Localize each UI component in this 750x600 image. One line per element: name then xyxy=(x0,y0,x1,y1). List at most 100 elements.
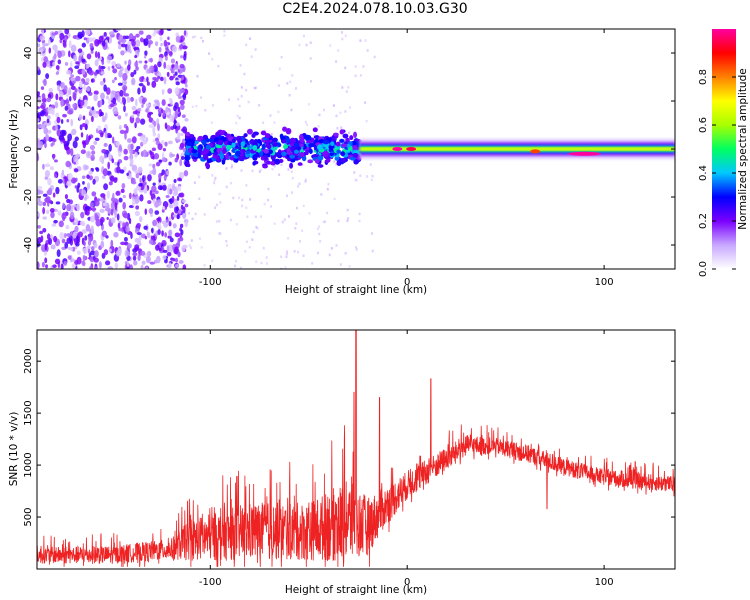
spectrogram-cell xyxy=(197,135,204,141)
spectrogram-cell xyxy=(60,263,64,269)
spectrogram-cell xyxy=(125,125,129,134)
colorbar-tick-label: 0.8 xyxy=(698,69,709,85)
spectrogram-cell xyxy=(351,145,358,150)
spectrogram-cell xyxy=(51,223,56,227)
spectrogram-cell xyxy=(134,169,138,174)
spectrogram-cell xyxy=(354,74,357,78)
spectrogram-cell xyxy=(186,163,191,168)
spectrogram-cell xyxy=(318,232,321,236)
spectrogram-cell xyxy=(294,149,299,154)
spectrogram-cell xyxy=(319,240,322,243)
spectrogram-cell xyxy=(107,161,111,170)
spectrogram-cell xyxy=(114,202,118,210)
spectrogram-cell xyxy=(205,138,210,143)
spectrogram-cell xyxy=(373,55,376,59)
spectrogram-cell xyxy=(110,239,114,248)
spectrogram-cell xyxy=(318,113,321,117)
spectrogram-cell xyxy=(149,57,154,63)
spectrogram-cell xyxy=(86,245,91,250)
snr-ytick-label: 2000 xyxy=(23,348,34,373)
spectrogram-cell xyxy=(266,160,272,165)
spectrogram-cell xyxy=(307,103,310,106)
spectrogram-cell xyxy=(161,230,164,237)
spectrogram-cell xyxy=(168,244,174,253)
spectrogram-cell xyxy=(78,55,82,64)
spectrogram-cell xyxy=(302,204,305,208)
spectrogram-cell xyxy=(335,114,338,118)
spectrogram-cell xyxy=(161,205,166,210)
spectrogram-cell xyxy=(131,105,137,111)
spectrogram-cell xyxy=(126,96,131,103)
spectrogram-cell xyxy=(346,219,349,222)
spectrogram-cell xyxy=(204,162,209,168)
snr-chart: -100 0 100 500 1000 1500 2000 Height of straig… xyxy=(8,329,676,596)
spectrogram-cell xyxy=(84,205,91,211)
spectrogram-cell xyxy=(154,106,159,110)
spectrogram-cell xyxy=(184,221,188,228)
spectrogram-cell xyxy=(245,184,248,187)
spectrogram-cell xyxy=(117,115,122,120)
spectrogram-cell xyxy=(101,60,105,65)
spectrogram-cell xyxy=(211,174,214,177)
spectrogram-cell xyxy=(46,209,50,215)
spectrogram-cell xyxy=(70,247,74,251)
spectrogram-cell xyxy=(94,213,98,218)
spectrogram-cell xyxy=(298,182,301,186)
spectrogram-cell xyxy=(243,133,248,138)
spectrogram-cell xyxy=(166,64,171,70)
spectrogram-cell xyxy=(277,110,280,114)
spectrogram-cell xyxy=(181,199,187,203)
spectrogram-cell xyxy=(90,250,96,256)
spectrogram-cell xyxy=(38,196,41,202)
spectrogram-cell xyxy=(152,219,157,227)
spectrogram-cell xyxy=(85,209,90,216)
spectrogram-cell xyxy=(137,166,143,174)
spectrogram-cell xyxy=(290,145,297,152)
spectrogram-cell xyxy=(134,54,138,59)
colorbar-label: Normalized spectral amplitude xyxy=(737,68,749,229)
spectrogram-cell xyxy=(283,218,286,221)
spectrogram-cell xyxy=(160,42,163,47)
spectrogram-cell xyxy=(41,93,46,100)
spectrogram-cell xyxy=(108,143,112,152)
spectrogram-cell xyxy=(56,249,61,258)
spectrogram-cell xyxy=(141,98,146,105)
spectrogram-cell xyxy=(287,215,290,218)
spectrogram-cell xyxy=(180,55,184,59)
spectrogram-cell xyxy=(79,99,85,106)
spectrogram-cell xyxy=(102,168,108,177)
snr-ytick-label: 1500 xyxy=(23,400,34,425)
spectrogram-cell xyxy=(177,131,181,138)
spectrogram-cell xyxy=(180,75,184,81)
spectrogram-cell xyxy=(154,78,159,82)
spectrogram-cell xyxy=(57,50,62,59)
spectrogram-cell xyxy=(45,134,50,141)
spectrogram-cell xyxy=(64,194,68,200)
spectrogram-cell xyxy=(64,176,67,185)
spectrogram-cell xyxy=(132,252,138,257)
spectrogram-cell xyxy=(258,170,261,173)
spectrogram-cell xyxy=(148,239,154,245)
spectrogram-cell xyxy=(126,44,131,53)
spectrogram-cell xyxy=(132,110,138,115)
spectrogram-cell xyxy=(289,162,294,169)
spectrogram-cell xyxy=(305,149,309,156)
spectrogram-cell xyxy=(261,143,266,150)
spectrogram-cell xyxy=(311,262,314,265)
spectrogram-cell xyxy=(137,107,142,112)
spectrogram-cell xyxy=(250,55,253,58)
spectrogram-cell xyxy=(108,97,111,105)
spectrogram-cell xyxy=(371,232,374,235)
spectrogram-cell xyxy=(72,92,77,100)
spectrogram-cell xyxy=(339,111,342,115)
spectrogram-cell xyxy=(140,264,144,269)
spectrogram-cell xyxy=(326,187,329,191)
spectrogram-cell xyxy=(309,80,312,83)
spectrogram-cell xyxy=(366,175,369,178)
snr-ytick-label: 1000 xyxy=(23,452,34,477)
spectrogram-cell xyxy=(198,175,201,179)
spectrogram-cell xyxy=(47,187,53,196)
spectrogram-cell xyxy=(302,34,305,38)
spectrogram-cell xyxy=(182,264,187,269)
spectrogram-cell xyxy=(37,91,40,96)
